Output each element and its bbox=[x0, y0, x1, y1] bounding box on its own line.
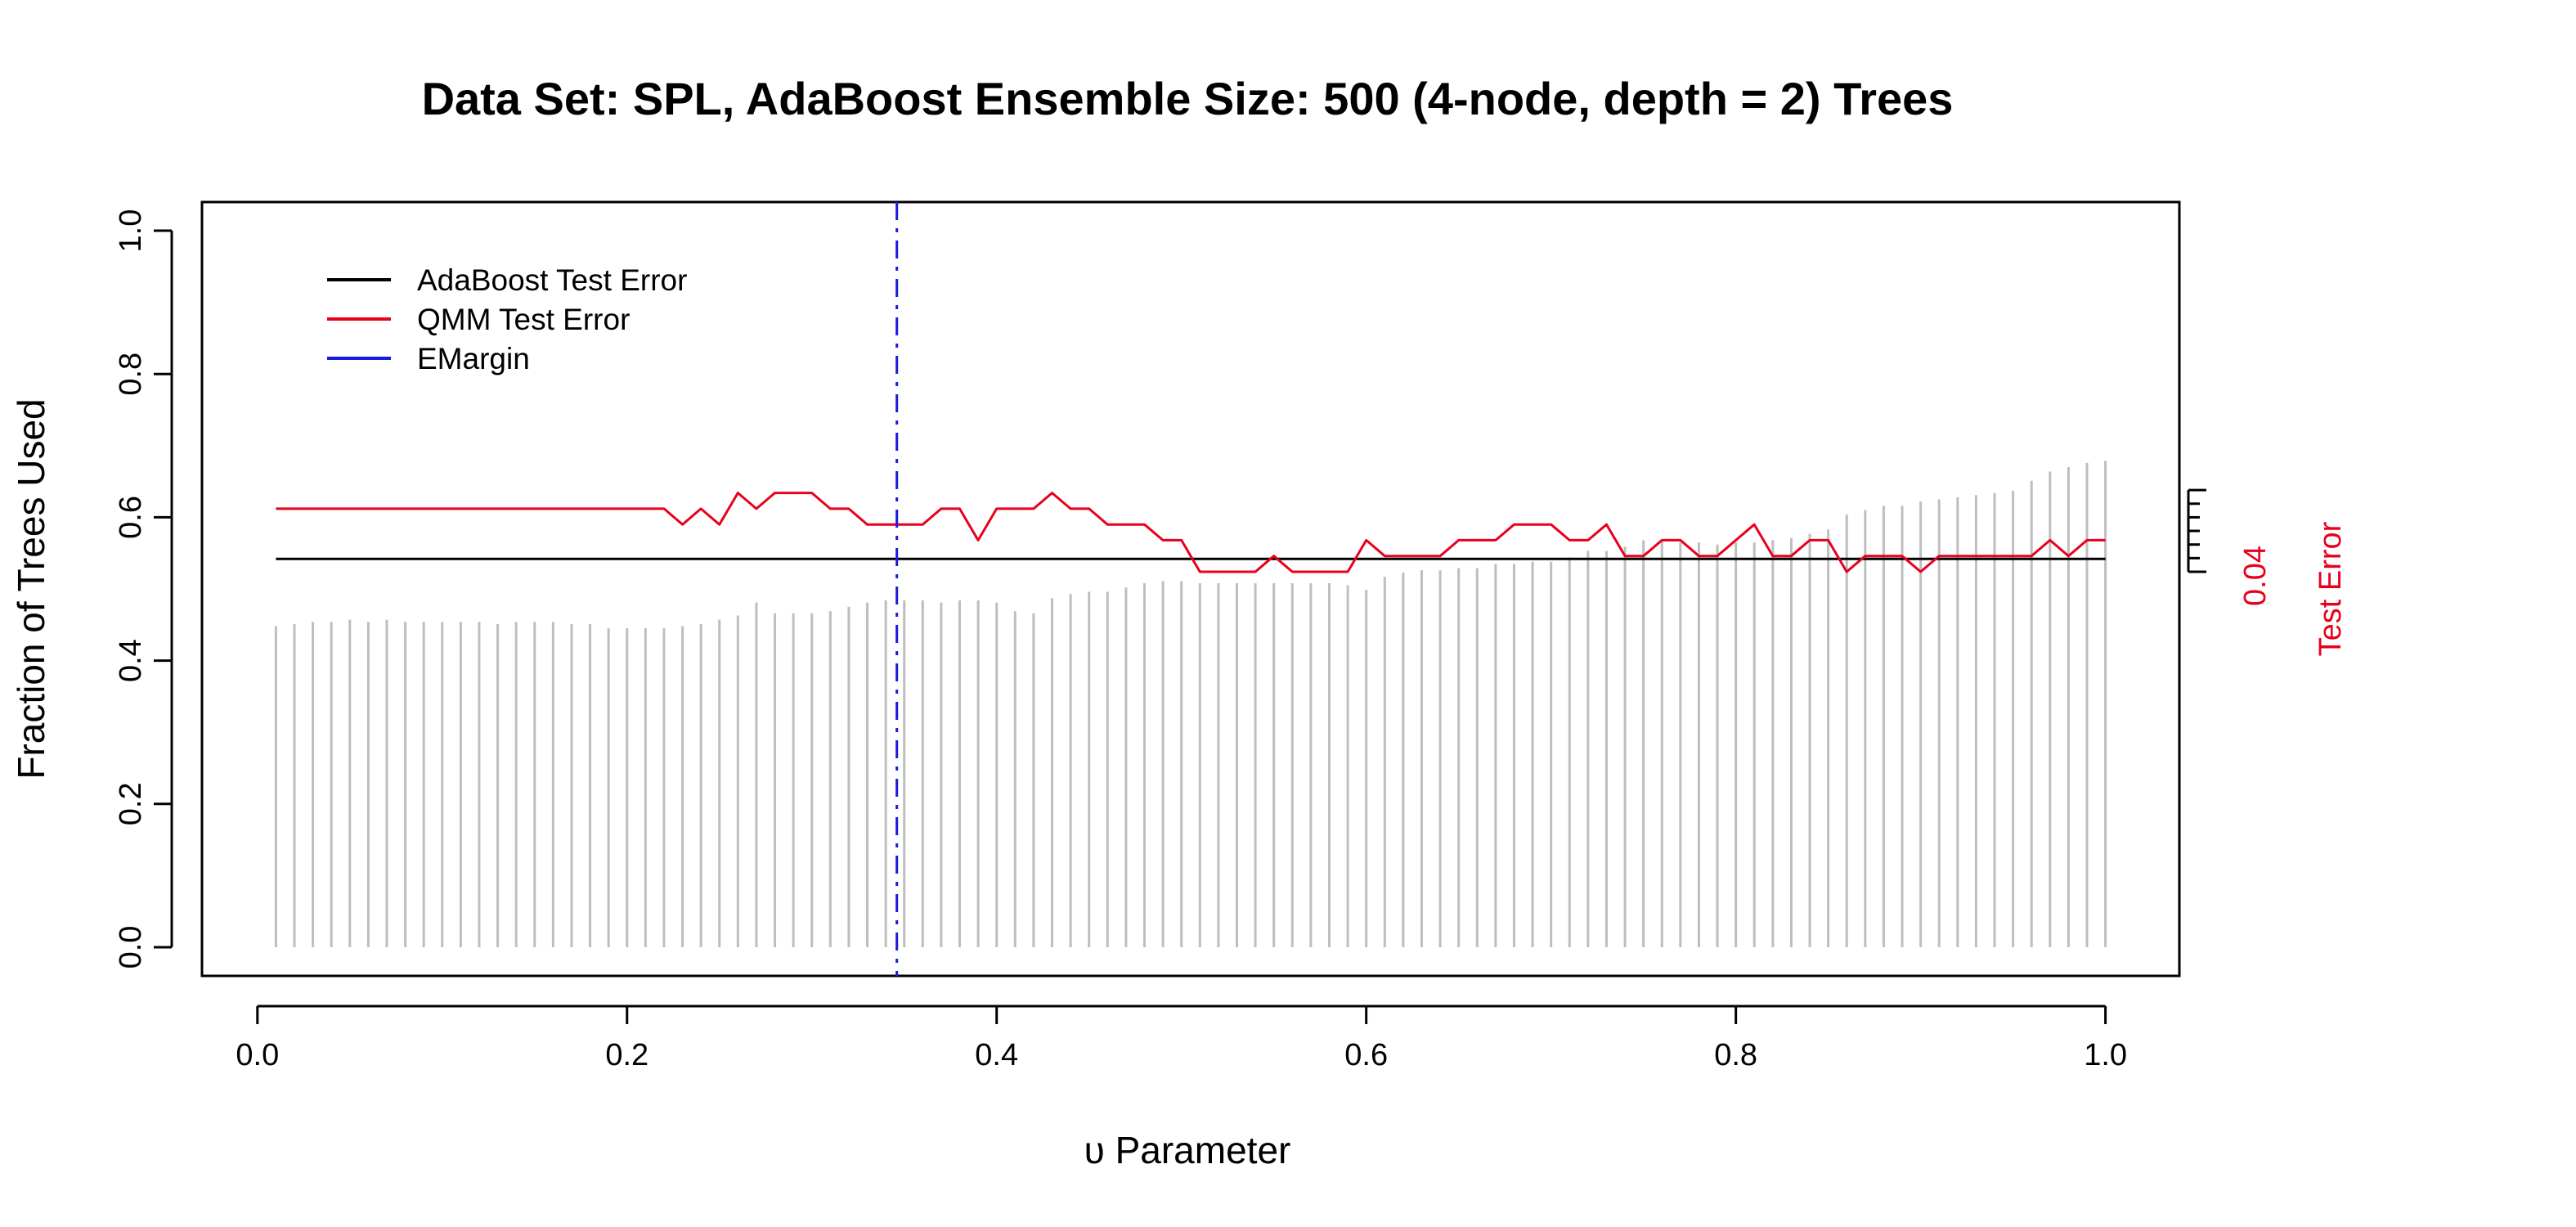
plot-frame bbox=[200, 200, 2181, 978]
secondary-y-axis: 0.04 bbox=[2187, 488, 2273, 606]
x-axis-label: υ Parameter bbox=[1084, 1129, 1291, 1171]
x-axis: 0.0 0.2 0.4 0.6 0.8 1.0 bbox=[236, 1005, 2127, 1072]
legend-label: QMM Test Error bbox=[417, 303, 630, 336]
x-tick-label: 0.6 bbox=[1344, 1038, 1388, 1072]
x-tick-label: 0.2 bbox=[605, 1038, 648, 1072]
x-tick-label: 0.8 bbox=[1714, 1038, 1757, 1072]
y-tick-label: 0.0 bbox=[114, 926, 148, 969]
x-tick-label: 0.0 bbox=[236, 1038, 279, 1072]
fraction-of-trees-bars bbox=[274, 461, 2107, 947]
y-axis: 0.0 0.2 0.4 0.6 0.8 1.0 bbox=[114, 209, 173, 969]
secondary-y-axis-label: Test Error bbox=[2313, 521, 2348, 656]
x-tick-label: 1.0 bbox=[2084, 1038, 2127, 1072]
legend: AdaBoost Test Error QMM Test Error EMargin bbox=[327, 263, 687, 375]
secondary-y-tick-label: 0.04 bbox=[2238, 546, 2273, 606]
legend-label: EMargin bbox=[417, 342, 530, 375]
y-tick-label: 0.6 bbox=[114, 496, 148, 539]
chart-title: Data Set: SPL, AdaBoost Ensemble Size: 5… bbox=[422, 73, 1954, 124]
y-tick-label: 1.0 bbox=[114, 209, 148, 253]
y-axis-label: Fraction of Trees Used bbox=[10, 398, 52, 779]
qmm-test-error-line bbox=[276, 492, 2106, 573]
y-tick-label: 0.2 bbox=[114, 782, 148, 825]
legend-label: AdaBoost Test Error bbox=[417, 263, 687, 297]
series-lines bbox=[276, 202, 2106, 976]
x-tick-label: 0.4 bbox=[975, 1038, 1018, 1072]
y-tick-label: 0.4 bbox=[114, 639, 148, 682]
y-tick-label: 0.8 bbox=[114, 353, 148, 396]
